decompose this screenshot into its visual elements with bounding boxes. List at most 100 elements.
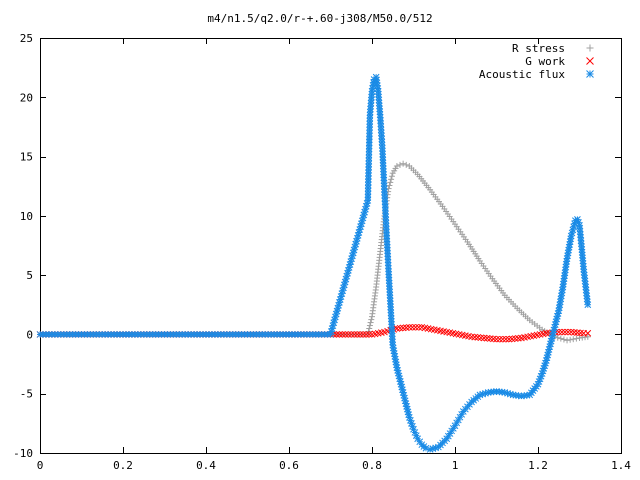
data-point (344, 331, 352, 338)
data-point (564, 337, 571, 344)
data-point (383, 241, 391, 248)
data-point (364, 187, 372, 195)
data-point (377, 126, 385, 134)
legend-label: R stress (512, 42, 565, 55)
data-point (383, 229, 390, 236)
data-point (365, 160, 373, 168)
data-point (422, 444, 430, 452)
data-point (412, 323, 419, 331)
data-point (415, 323, 423, 331)
data-point (350, 331, 358, 338)
data-point (365, 163, 373, 171)
data-point (505, 335, 513, 343)
data-point (502, 335, 510, 343)
data-point (388, 173, 395, 180)
data-point (480, 334, 488, 342)
data-point (409, 323, 416, 331)
data-point (567, 328, 575, 336)
data-point (365, 142, 373, 149)
data-point (356, 331, 364, 338)
data-point (364, 197, 372, 204)
data-point (384, 247, 391, 254)
data-point (377, 123, 385, 131)
legend-label: G work (525, 55, 565, 68)
data-point (366, 133, 373, 140)
data-point (577, 329, 584, 337)
y-tick-label: -10 (13, 447, 33, 460)
data-point (561, 328, 569, 336)
data-point (383, 232, 391, 239)
data-point (366, 123, 373, 131)
data-point (333, 331, 340, 338)
data-point (384, 259, 392, 266)
data-point (365, 331, 373, 338)
data-point (362, 331, 370, 338)
data-point (366, 130, 373, 137)
data-point (387, 179, 394, 186)
legend-marker (586, 57, 594, 65)
chart-title: m4/n1.5/q2.0/r-+.60-j308/M50.0/512 (207, 12, 432, 25)
y-axis: -10 -5 0 5 10 15 20 25 (13, 32, 621, 460)
data-point (365, 148, 373, 156)
data-point (474, 334, 482, 341)
data-point (493, 335, 500, 343)
data-point (403, 161, 410, 168)
data-point (382, 219, 390, 227)
data-point (486, 335, 494, 342)
data-point (365, 145, 373, 152)
data-point (382, 222, 390, 230)
y-tick-label: 10 (20, 210, 33, 223)
data-point (397, 161, 404, 168)
data-point (496, 335, 503, 343)
data-point (383, 226, 390, 233)
x-tick-label: 0.8 (362, 459, 382, 472)
series-layer (36, 73, 592, 453)
data-point (402, 324, 410, 331)
data-point (381, 191, 388, 199)
data-point (499, 335, 507, 343)
y-tick-label: 5 (26, 269, 33, 282)
data-point (471, 333, 479, 341)
data-point (366, 322, 373, 329)
data-point (405, 323, 413, 331)
data-point (570, 336, 577, 343)
data-point (396, 324, 404, 332)
data-point (573, 335, 580, 342)
data-point (584, 301, 592, 309)
x-tick-label: 0.6 (279, 459, 299, 472)
data-point (453, 419, 461, 427)
data-point (558, 328, 566, 336)
data-point (339, 331, 346, 338)
data-point (514, 334, 522, 342)
x-tick-label: 0.4 (196, 459, 216, 472)
data-point (383, 235, 391, 242)
data-point (347, 331, 355, 338)
data-point (483, 334, 491, 342)
y-tick-label: 25 (20, 32, 33, 45)
data-point (477, 334, 485, 342)
data-point (557, 335, 564, 342)
data-point (366, 325, 373, 332)
data-point (385, 265, 392, 272)
data-point (359, 331, 367, 338)
x-axis: 0 0.2 0.4 0.6 0.8 1 1.2 1.4 (37, 38, 631, 472)
data-point (574, 329, 581, 337)
data-point (564, 328, 572, 336)
data-point (384, 256, 392, 263)
x-tick-label: 1.2 (528, 459, 548, 472)
data-point (341, 331, 349, 338)
data-point (584, 329, 592, 337)
y-tick-label: 0 (26, 328, 33, 341)
data-point (365, 175, 372, 183)
legend-marker (586, 44, 594, 52)
data-point (511, 335, 519, 342)
data-point (386, 182, 393, 189)
data-point (490, 335, 497, 343)
data-point (399, 324, 407, 332)
x-tick-label: 0 (37, 459, 44, 472)
legend-marker (586, 70, 594, 78)
data-point (365, 166, 372, 174)
